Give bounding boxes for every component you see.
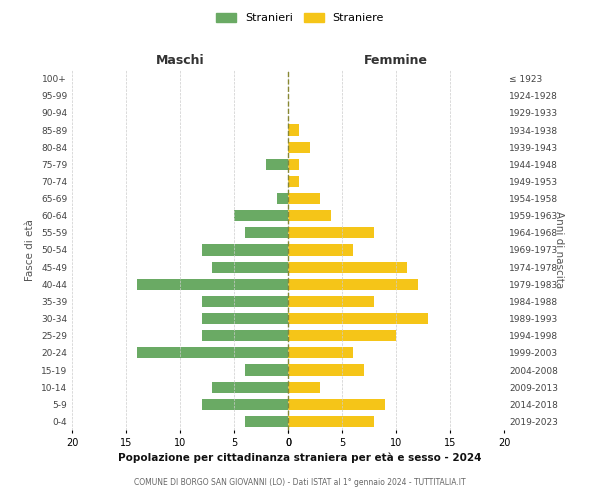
Text: Popolazione per cittadinanza straniera per età e sesso - 2024: Popolazione per cittadinanza straniera p… [118,452,482,463]
Bar [288,193,320,204]
Text: COMUNE DI BORGO SAN GIOVANNI (LO) - Dati ISTAT al 1° gennaio 2024 - TUTTITALIA.I: COMUNE DI BORGO SAN GIOVANNI (LO) - Dati… [134,478,466,487]
Bar [212,382,288,392]
Bar [202,296,288,307]
Bar [288,244,353,256]
Bar [288,176,299,187]
Bar [288,416,374,427]
Bar [202,244,288,256]
Bar [288,228,374,238]
Bar [288,158,299,170]
Bar [266,158,288,170]
Bar [202,330,288,342]
Bar [288,296,374,307]
Bar [288,382,320,392]
Bar [288,262,407,272]
Bar [137,348,288,358]
Bar [245,364,288,376]
Bar [288,398,385,410]
Bar [288,330,396,342]
Bar [288,278,418,290]
Bar [288,364,364,376]
Bar [288,210,331,222]
Bar [212,262,288,272]
Title: Femmine: Femmine [364,54,428,68]
Bar [245,416,288,427]
Bar [202,313,288,324]
Y-axis label: Fasce di età: Fasce di età [25,219,35,281]
Bar [137,278,288,290]
Y-axis label: Anni di nascita: Anni di nascita [554,212,563,288]
Legend: Stranieri, Straniere: Stranieri, Straniere [211,8,389,28]
Bar [234,210,288,222]
Bar [288,313,428,324]
Bar [245,228,288,238]
Bar [288,348,353,358]
Bar [288,142,310,152]
Bar [288,124,299,136]
Bar [202,398,288,410]
Bar [277,193,288,204]
Title: Maschi: Maschi [155,54,205,68]
